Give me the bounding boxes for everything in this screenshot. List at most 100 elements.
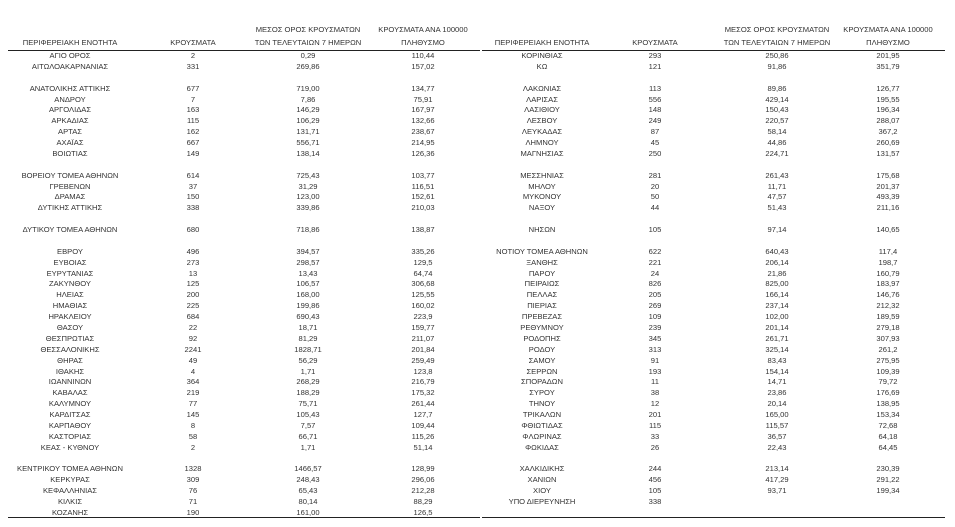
left-row-cases: 162 (186, 127, 200, 137)
left-row-cases: 7 (190, 94, 196, 104)
right-row-cases: 456 (648, 475, 662, 485)
right-header-avg-line1: ΜΕΣΟΣ ΟΡΟΣ ΚΡΟΥΣΜΑΤΩΝ (724, 25, 830, 34)
right-row-avg-7-days: 325,14 (765, 344, 789, 354)
left-row-avg-7-days: 80,14 (298, 497, 318, 507)
right-row-cases-per-100k: 288,07 (876, 116, 900, 126)
left-row-cases: 331 (186, 61, 200, 71)
right-row-avg-7-days: 429,14 (765, 94, 789, 104)
right-row-region-name: ΜΑΓΝΗΣΙΑΣ (520, 148, 564, 158)
left-row-avg-7-days: 1,71 (300, 366, 316, 376)
right-row-cases: 250 (648, 148, 662, 158)
left-row-cases-per-100k: 116,51 (411, 181, 435, 191)
left-row-region-name: ΗΛΕΙΑΣ (56, 290, 84, 300)
right-row-region-name: ΡΟΔΟΠΗΣ (523, 333, 561, 343)
right-row-cases: 205 (648, 290, 662, 300)
left-row-avg-7-days: 75,71 (298, 399, 318, 409)
right-row-avg-7-days: 93,71 (767, 486, 787, 496)
left-row-cases: 76 (188, 486, 198, 496)
right-row-cases-per-100k: 279,18 (876, 323, 900, 332)
left-header-cases: ΚΡΟΥΣΜΑΤΑ (170, 38, 216, 47)
left-row-cases: 4 (190, 366, 196, 376)
right-row-cases-per-100k: 493,39 (876, 192, 900, 202)
left-row-cases-per-100k: 103,77 (411, 170, 435, 180)
right-row-region-name: ΚΩ (536, 61, 548, 71)
left-header-avg-line2: ΤΩΝ ΤΕΛΕΥΤΑΙΩΝ 7 ΗΜΕΡΩΝ (254, 38, 362, 47)
left-row-cases: 614 (186, 170, 200, 180)
right-row-avg-7-days: 115,57 (765, 420, 789, 430)
right-row-cases: 239 (648, 323, 662, 332)
left-row-avg-7-days: 106,57 (296, 279, 320, 289)
left-row-cases: 58 (188, 431, 198, 441)
right-row-avg-7-days: 20,14 (767, 399, 787, 409)
right-row-avg-7-days: 89,86 (767, 83, 787, 93)
left-row-region-name: ΚΑΛΥΜΝΟΥ (48, 399, 92, 409)
right-row-region-name: ΠΑΡΟΥ (528, 268, 556, 278)
right-row-cases-per-100k: 212,32 (876, 301, 900, 311)
left-header-per100k-line1: ΚΡΟΥΣΜΑΤΑ ΑΝΑ 100000 (378, 25, 468, 34)
right-row-cases: 121 (648, 61, 662, 71)
right-row-cases: 201 (648, 410, 662, 420)
right-row-avg-7-days: 21,86 (767, 268, 787, 278)
left-row-region-name: ΑΡΤΑΣ (58, 127, 82, 137)
left-row-cases-per-100k: 126,5 (413, 507, 433, 517)
left-row-cases: 145 (186, 410, 200, 420)
left-row-region-name: ΚΑΡΔΙΤΣΑΣ (49, 410, 91, 420)
right-row-cases: 281 (648, 170, 662, 180)
right-row-avg-7-days: 261,43 (765, 170, 789, 180)
left-row-cases: 338 (186, 203, 200, 213)
right-header-cases: ΚΡΟΥΣΜΑΤΑ (632, 38, 678, 47)
right-row-region-name: ΦΘΙΩΤΙΔΑΣ (521, 420, 563, 430)
left-row-cases: 37 (188, 181, 198, 191)
right-row-avg-7-days: 97,14 (767, 225, 787, 235)
left-row-avg-7-days: 339,86 (296, 203, 320, 213)
right-row-cases-per-100k: 64,45 (878, 442, 898, 452)
left-row-cases: 667 (186, 138, 200, 148)
left-row-cases: 364 (186, 377, 200, 387)
right-row-cases: 105 (648, 225, 662, 235)
left-row-region-name: ΚΕΡΚΥΡΑΣ (50, 475, 90, 485)
left-row-avg-7-days: 13,43 (298, 268, 318, 278)
right-row-cases: 556 (648, 94, 662, 104)
left-row-cases-per-100k: 210,03 (411, 203, 435, 213)
left-row-cases: 2 (190, 442, 196, 452)
right-row-cases-per-100k: 307,93 (876, 333, 900, 343)
left-header-avg-line1: ΜΕΣΟΣ ΟΡΟΣ ΚΡΟΥΣΜΑΤΩΝ (255, 25, 361, 34)
right-row-avg-7-days: 640,43 (765, 246, 789, 256)
left-header-region: ΠΕΡΙΦΕΡΕΙΑΚΗ ΕΝΟΤΗΤΑ (22, 38, 118, 47)
left-row-avg-7-days: 1466,57 (294, 464, 322, 474)
left-row-region-name: ΘΕΣΠΡΩΤΙΑΣ (45, 333, 95, 343)
right-row-avg-7-days: 206,14 (765, 257, 789, 267)
right-row-region-name: ΛΗΜΝΟΥ (525, 138, 559, 148)
left-row-region-name: ΚΑΒΑΛΑΣ (52, 388, 88, 398)
left-row-cases-per-100k: 128,99 (411, 464, 435, 474)
right-row-cases-per-100k: 64,18 (878, 431, 898, 441)
left-row-avg-7-days: 268,29 (296, 377, 320, 387)
right-row-region-name: ΜΕΣΣΗΝΙΑΣ (520, 170, 564, 180)
left-row-cases-per-100k: 157,02 (411, 61, 435, 71)
right-row-avg-7-days: 166,14 (765, 290, 789, 300)
right-row-cases-per-100k: 196,34 (876, 105, 900, 115)
left-row-cases: 49 (188, 355, 198, 365)
left-row-cases: 149 (186, 148, 200, 158)
left-row-avg-7-days: 7,57 (300, 420, 316, 430)
right-row-region-name: ΡΕΘΥΜΝΟΥ (520, 323, 564, 332)
right-row-cases-per-100k: 176,69 (876, 388, 900, 398)
left-row-cases: 219 (186, 388, 200, 398)
left-row-region-name: ΑΙΤΩΛΟΑΚΑΡΝΑΝΙΑΣ (31, 61, 109, 71)
left-row-cases: 2241 (184, 344, 202, 354)
left-row-cases: 71 (188, 497, 198, 507)
left-row-region-name: ΚΕΝΤΡΙΚΟΥ ΤΟΜΕΑ ΑΘΗΝΩΝ (17, 464, 123, 474)
left-row-avg-7-days: 556,71 (296, 138, 320, 148)
left-row-avg-7-days: 65,43 (298, 486, 318, 496)
right-row-cases: 313 (648, 344, 662, 354)
left-row-avg-7-days: 31,29 (298, 181, 318, 191)
right-row-cases-per-100k: 183,97 (876, 279, 900, 289)
left-row-cases-per-100k: 138,87 (411, 225, 435, 235)
left-row-avg-7-days: 105,43 (296, 410, 320, 420)
left-row-cases: 115 (186, 116, 200, 126)
left-row-region-name: ΚΑΣΤΟΡΙΑΣ (48, 431, 92, 441)
right-row-cases: 148 (648, 105, 662, 115)
left-row-avg-7-days: 718,86 (296, 225, 320, 235)
left-row-cases-per-100k: 109,44 (411, 420, 435, 430)
right-row-cases-per-100k: 160,79 (876, 268, 900, 278)
